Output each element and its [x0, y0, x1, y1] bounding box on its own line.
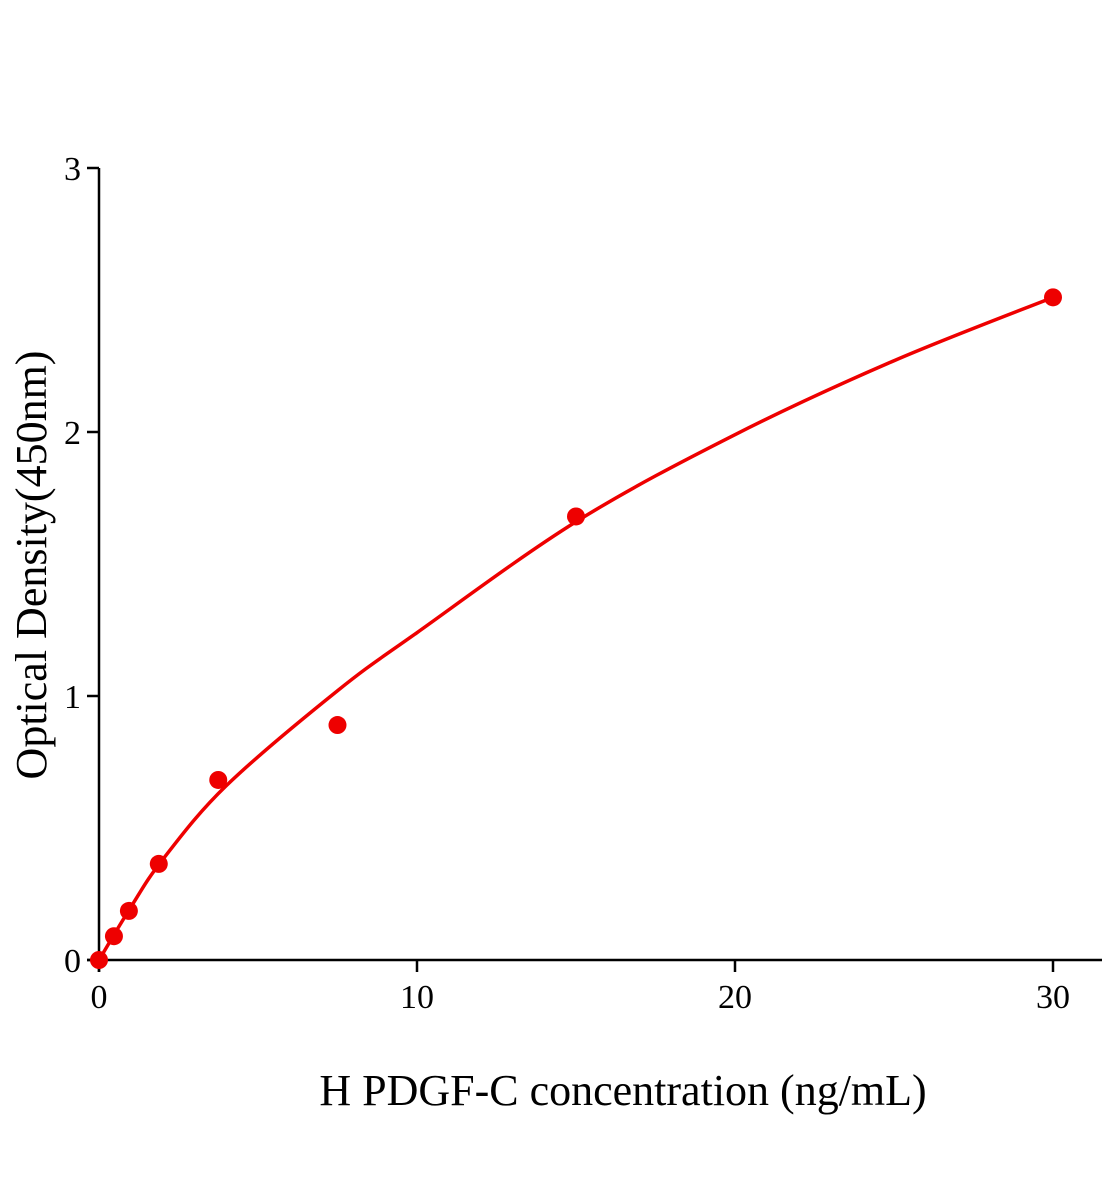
data-point: [104, 927, 123, 946]
data-point: [90, 951, 108, 969]
data-points: [90, 288, 1062, 969]
y-tick-label: 2: [64, 415, 81, 452]
y-tick-label: 1: [64, 679, 81, 716]
x-tick-label: 10: [400, 979, 434, 1016]
data-point: [209, 770, 228, 789]
data-point: [119, 901, 138, 920]
axes: 0 10 20 30 0 1 2 3: [64, 151, 1102, 1016]
x-axis-label: H PDGF-C concentration (ng/mL): [319, 1066, 926, 1115]
data-point: [1044, 288, 1062, 307]
x-tick-label: 20: [718, 979, 752, 1016]
fit-curve: [97, 295, 1054, 961]
y-tick-label: 0: [64, 943, 81, 980]
x-tick-label: 30: [1036, 979, 1070, 1016]
y-axis-label: Optical Density(450nm): [7, 351, 56, 780]
data-point: [149, 854, 168, 873]
data-point: [328, 716, 347, 735]
x-tick-label: 0: [91, 979, 108, 1016]
y-tick-label: 3: [64, 151, 81, 188]
data-point: [567, 507, 585, 526]
